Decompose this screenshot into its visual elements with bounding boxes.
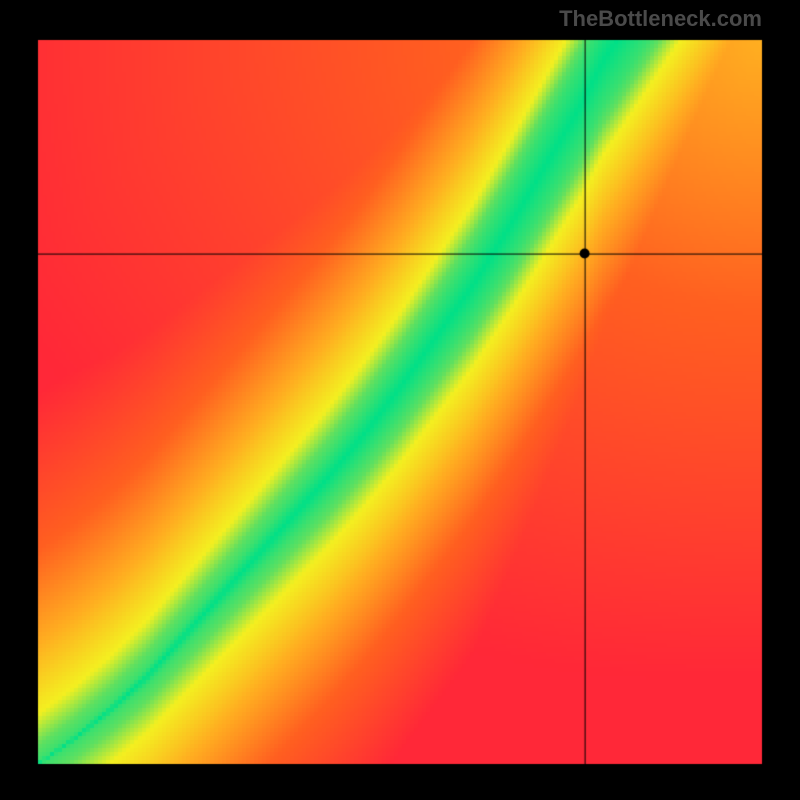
bottleneck-heatmap-canvas [0,0,800,800]
watermark-text: TheBottleneck.com [559,6,762,32]
